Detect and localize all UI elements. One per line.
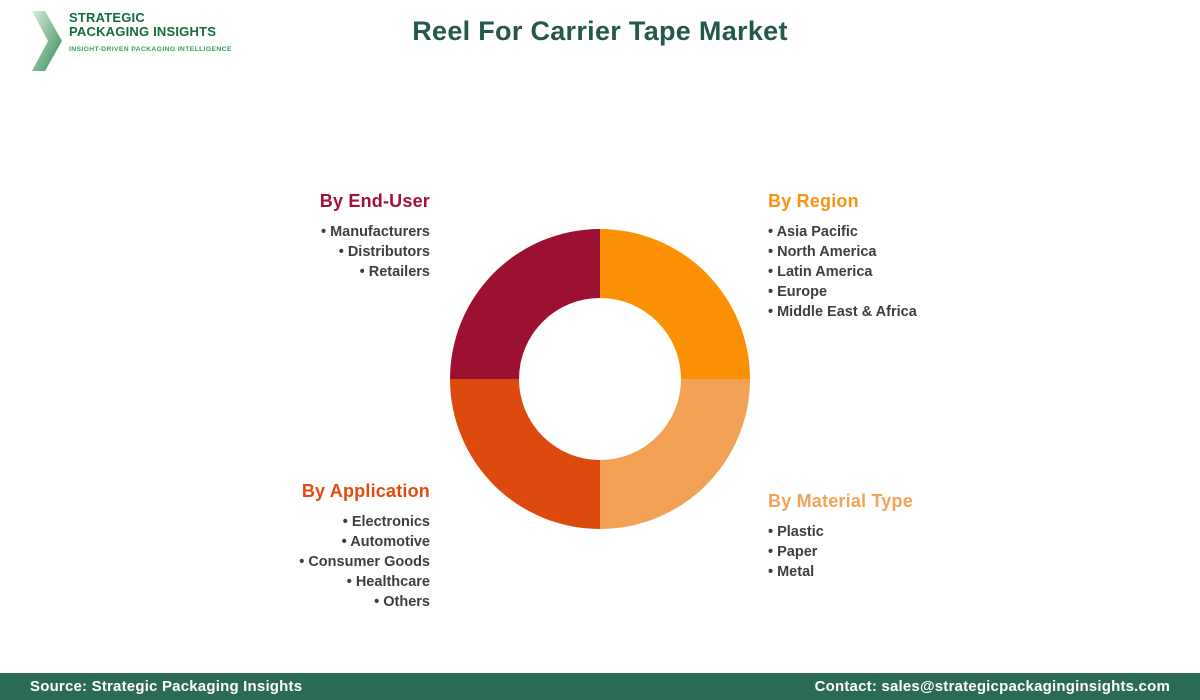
list-item: • Distributors: [338, 244, 430, 260]
section-application: By Application • Electronics • Automotive…: [299, 481, 430, 612]
section-list-material: • Plastic • Paper • Metal: [768, 522, 913, 582]
section-region: By Region • Asia Pacific • North America •…: [768, 191, 917, 322]
logo-text: STRATEGIC PACKAGING INSIGHTS INSIGHT-DRI…: [69, 11, 232, 71]
section-list-application: • Electronics • Automotive • Consumer Good…: [299, 512, 430, 612]
section-heading-end-user: By End-User: [319, 191, 430, 211]
list-item: • Manufacturers: [320, 224, 430, 240]
list-item: • Middle East & Africa: [768, 304, 917, 320]
footer-contact: Contact: sales@strategicpackaginginsight…: [814, 678, 1170, 695]
section-heading-application: By Application: [301, 481, 430, 501]
donut-slice: [450, 379, 600, 529]
logo-name-line1: STRATEGIC: [69, 10, 145, 25]
section-heading-material: By Material Type: [768, 491, 913, 511]
list-item: • Asia Pacific: [768, 224, 858, 240]
list-item: • Europe: [768, 284, 828, 300]
list-item: • North America: [768, 244, 877, 260]
section-material: By Material Type • Plastic • Paper • Metal: [768, 491, 913, 582]
list-item: • Automotive: [341, 534, 430, 550]
list-item: • Others: [374, 594, 430, 610]
logo-tagline: INSIGHT-DRIVEN PACKAGING INTELLIGENCE: [69, 46, 232, 53]
list-item: • Latin America: [768, 264, 873, 280]
section-heading-region: By Region: [768, 191, 859, 211]
donut-slice: [450, 229, 600, 379]
section-list-region: • Asia Pacific • North America • Latin Ame…: [768, 222, 917, 322]
list-item: • Electronics: [342, 514, 430, 530]
footer-bar: Source: Strategic Packaging Insights Con…: [0, 673, 1200, 700]
section-list-end-user: • Manufacturers • Distributors • Retailers: [320, 222, 430, 282]
list-item: • Consumer Goods: [299, 554, 430, 570]
list-item: • Metal: [768, 564, 815, 580]
section-end-user: By End-User • Manufacturers • Distributor…: [320, 191, 430, 282]
donut-slice: [600, 379, 750, 529]
donut-slice: [600, 229, 750, 379]
list-item: • Plastic: [768, 524, 824, 540]
donut-chart: [450, 229, 750, 529]
list-item: • Retailers: [359, 264, 430, 280]
logo: STRATEGIC PACKAGING INSIGHTS INSIGHT-DRI…: [32, 11, 232, 71]
footer-source: Source: Strategic Packaging Insights: [30, 678, 303, 695]
logo-chevron-icon: [32, 11, 62, 71]
page-title: Reel For Carrier Tape Market: [412, 16, 788, 46]
list-item: • Paper: [768, 544, 818, 560]
list-item: • Healthcare: [346, 574, 430, 590]
logo-name-line2: PACKAGING INSIGHTS: [69, 24, 217, 39]
